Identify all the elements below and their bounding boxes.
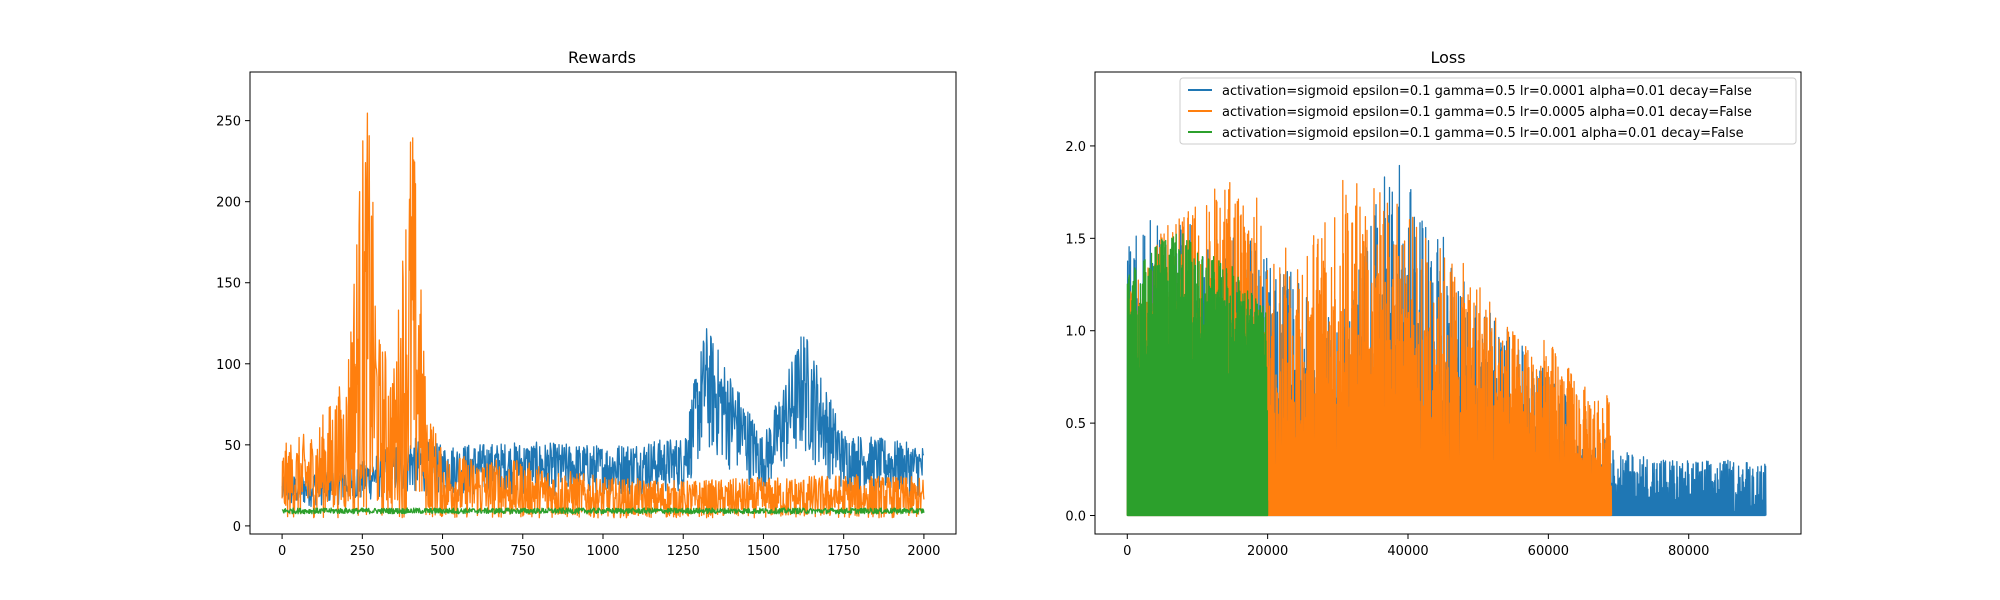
loss-ytick-label-4: 2.0 <box>1065 140 1086 155</box>
rewards-series-3 <box>281 507 925 515</box>
loss-xtick-label-4: 80000 <box>1668 544 1709 559</box>
legend-label-3: activation=sigmoid epsilon=0.1 gamma=0.5… <box>1222 126 1744 141</box>
loss-ytick-label-0: 0.0 <box>1065 510 1086 525</box>
legend-label-1: activation=sigmoid epsilon=0.1 gamma=0.5… <box>1222 84 1752 99</box>
rewards-xtick-label-5: 1250 <box>667 544 700 559</box>
loss-title: Loss <box>1430 48 1465 67</box>
rewards-ytick-label-4: 200 <box>216 196 241 211</box>
loss-series-3 <box>1126 233 1269 517</box>
rewards-series-2 <box>281 112 925 519</box>
rewards-xtick-label-3: 750 <box>510 544 535 559</box>
rewards-xtick-label-6: 1500 <box>747 544 780 559</box>
rewards-xtick-label-2: 500 <box>430 544 455 559</box>
legend: activation=sigmoid epsilon=0.1 gamma=0.5… <box>1179 77 1797 145</box>
loss-xtick-label-2: 40000 <box>1387 544 1428 559</box>
rewards-xtick-label-0: 0 <box>278 544 286 559</box>
rewards-axes: 0 250 500 750 1000 1250 1500 1750 2000 0 50 100 150 2… <box>216 115 940 559</box>
loss-ytick-label-1: 0.5 <box>1065 417 1086 432</box>
rewards-xtick-label-4: 1000 <box>586 544 619 559</box>
rewards-ytick-label-5: 250 <box>216 115 241 130</box>
rewards-ytick-label-0: 0 <box>233 520 241 535</box>
rewards-traces <box>281 112 925 519</box>
loss-traces <box>1126 164 1767 517</box>
loss-ytick-label-3: 1.5 <box>1065 232 1086 247</box>
rewards-title: Rewards <box>568 48 636 67</box>
rewards-xtick-label-8: 2000 <box>907 544 940 559</box>
loss-axes: 0 20000 40000 60000 80000 0.0 0.5 1.0 1.5 2.0 <box>1065 140 1709 559</box>
loss-xtick-label-1: 20000 <box>1247 544 1288 559</box>
rewards-ytick-label-1: 50 <box>224 439 241 454</box>
loss-panel: Loss 0 20000 40000 60000 80000 0.0 0.5 1.0 1.5 2.… <box>1065 48 1802 559</box>
legend-box <box>1179 77 1797 145</box>
rewards-ytick-label-2: 100 <box>216 358 241 373</box>
rewards-xtick-label-1: 250 <box>350 544 375 559</box>
rewards-xtick-label-7: 1750 <box>827 544 860 559</box>
rewards-panel: Rewards 0 250 500 750 1000 1250 1500 1750 2000 0 5… <box>216 48 957 559</box>
loss-xtick-label-0: 0 <box>1123 544 1131 559</box>
rewards-ytick-label-3: 150 <box>216 277 241 292</box>
loss-frame <box>1094 71 1802 535</box>
loss-xtick-label-3: 60000 <box>1528 544 1569 559</box>
loss-ytick-label-2: 1.0 <box>1065 325 1086 340</box>
rewards-frame <box>249 71 957 535</box>
legend-label-2: activation=sigmoid epsilon=0.1 gamma=0.5… <box>1222 105 1752 120</box>
